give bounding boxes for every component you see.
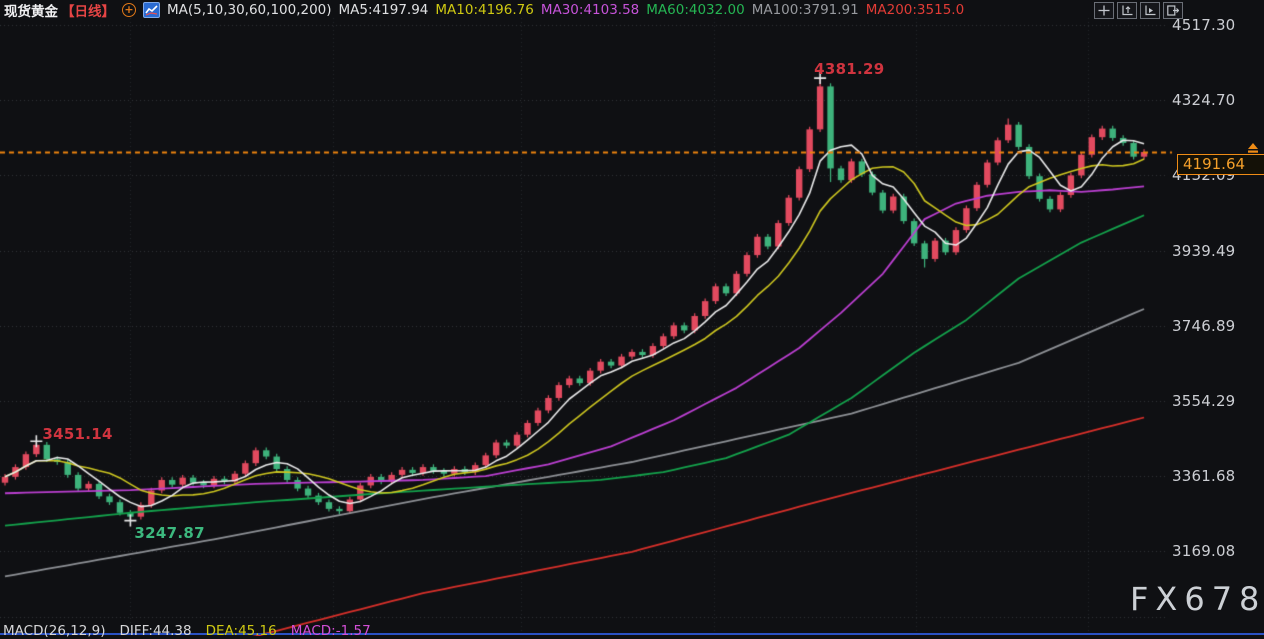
period-label: 【日线】 <box>61 4 115 20</box>
y-axis-label: 3939.49 <box>1172 241 1236 260</box>
pane-divider-line <box>0 633 1264 635</box>
current-price-value: 4191.64 <box>1183 155 1246 173</box>
crosshair-icon[interactable] <box>1094 2 1114 19</box>
x-axis-scale-icon[interactable] <box>1140 2 1160 19</box>
detach-pane-icon[interactable] <box>1163 2 1183 19</box>
swing-high-label: 3451.14 <box>42 425 113 444</box>
macd-params-label: MACD(26,12,9) <box>3 623 106 639</box>
y-axis-label: 3554.29 <box>1172 391 1236 410</box>
expand-plus-icon[interactable]: + <box>122 3 136 17</box>
y-axis-label: 3746.89 <box>1172 316 1236 335</box>
price-up-arrow-icon <box>1246 140 1260 153</box>
ma10-legend: MA10:4196.76 <box>435 2 534 18</box>
peak-high-label: 4381.29 <box>814 60 885 79</box>
chart-toolbar <box>1094 2 1183 19</box>
macd-diff-value: DIFF:44.38 <box>119 623 192 639</box>
macd-legend-row: MACD(26,12,9) DIFF:44.38 DEA:45.16 MACD:… <box>3 623 371 639</box>
y-axis-label: 3169.08 <box>1172 542 1236 561</box>
fx678-watermark: FX678 <box>1130 580 1264 618</box>
ma5-legend: MA5:4197.94 <box>338 2 429 18</box>
indicator-icon[interactable] <box>143 2 160 18</box>
y-axis-label: 4324.70 <box>1172 91 1236 110</box>
macd-value: MACD:-1.57 <box>290 623 371 639</box>
ma60-legend: MA60:4032.00 <box>646 2 745 18</box>
instrument-title: 现货黄金 <box>4 4 58 20</box>
macd-dea-value: DEA:45.16 <box>205 623 277 639</box>
y-axis-label: 3361.68 <box>1172 467 1236 486</box>
ma-group-label: MA(5,10,30,60,100,200) <box>167 2 332 18</box>
chart-header: 现货黄金 【日线】 + MA(5,10,30,60,100,200) MA5:4… <box>4 1 965 20</box>
ma200-legend: MA200:3515.0 <box>865 2 965 18</box>
ma30-legend: MA30:4103.58 <box>540 2 640 18</box>
ma100-legend: MA100:3791.91 <box>751 2 859 18</box>
swing-low-label: 3247.87 <box>134 523 205 542</box>
y-axis-label: 4517.30 <box>1172 16 1236 34</box>
current-price-tag: 4191.64 <box>1177 153 1264 175</box>
y-axis-scale-icon[interactable] <box>1117 2 1137 19</box>
